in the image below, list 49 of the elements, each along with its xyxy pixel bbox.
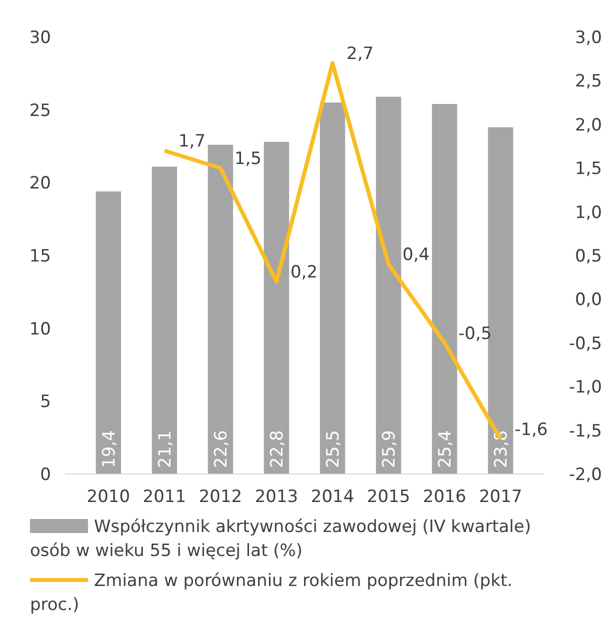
y2-tick-label: -0,5 (568, 334, 602, 354)
data-label: 21,1 (155, 430, 176, 468)
y-tick-label: 10 (29, 319, 51, 340)
y2-tick-label: 0,0 (574, 290, 602, 310)
y2-tick-label: 2,5 (574, 72, 602, 92)
data-label: 25,5 (323, 430, 344, 468)
y2-tick-label: 3,0 (574, 28, 602, 48)
bar (208, 144, 234, 474)
x-tick-label: 2014 (310, 487, 354, 507)
y2-tick-label: 1,0 (574, 202, 602, 223)
data-label: 0,2 (290, 262, 318, 283)
legend-label: Współczynnik akrtywności zawodowej (IV kwartale) osób w wieku 55 i więcej lat (%) (30, 516, 531, 561)
y2-tick-label: 2,0 (574, 115, 602, 136)
x-tick-label: 2010 (86, 487, 130, 507)
data-label: 25,4 (436, 430, 456, 468)
y-tick-label: 5 (40, 392, 51, 412)
data-label: 1,7 (178, 132, 206, 152)
bar (432, 104, 458, 474)
y2-tick-label: 1,5 (574, 159, 602, 180)
y2-tick-label: -1,0 (568, 378, 602, 398)
bar (264, 142, 290, 474)
y-tick-label: 25 (29, 100, 51, 121)
x-tick-label: 2011 (142, 487, 186, 507)
y-tick-label: 15 (29, 246, 51, 266)
data-label: -0,5 (458, 324, 492, 344)
data-label: 22,6 (211, 430, 232, 468)
y-tick-label: 20 (29, 174, 51, 194)
y2-tick-label: -2,0 (568, 464, 602, 485)
x-tick-label: 2017 (478, 487, 522, 507)
bar (152, 166, 178, 474)
y2-tick-label: 0,5 (574, 246, 602, 266)
data-label: 2,7 (346, 44, 374, 64)
bar (96, 191, 122, 474)
data-label: 22,8 (267, 430, 288, 468)
bar (376, 96, 402, 474)
x-tick-label: 2016 (422, 487, 466, 507)
y2-tick-label: -1,5 (568, 421, 602, 442)
x-tick-label: 2013 (254, 487, 298, 507)
data-label: 0,4 (402, 245, 430, 266)
y-tick-label: 0 (40, 464, 51, 485)
x-tick-label: 2015 (366, 487, 410, 507)
legend-label: Zmiana w porównaniu z rokiem poprzednim (pkt. proc.) (30, 570, 513, 615)
bar (320, 102, 346, 474)
x-tick-label: 2012 (198, 487, 242, 507)
data-label: 1,5 (234, 149, 262, 170)
data-label: 25,9 (379, 430, 400, 468)
data-label: 19,4 (99, 430, 120, 468)
y-tick-label: 30 (29, 28, 51, 48)
data-label: -1,6 (514, 420, 548, 440)
